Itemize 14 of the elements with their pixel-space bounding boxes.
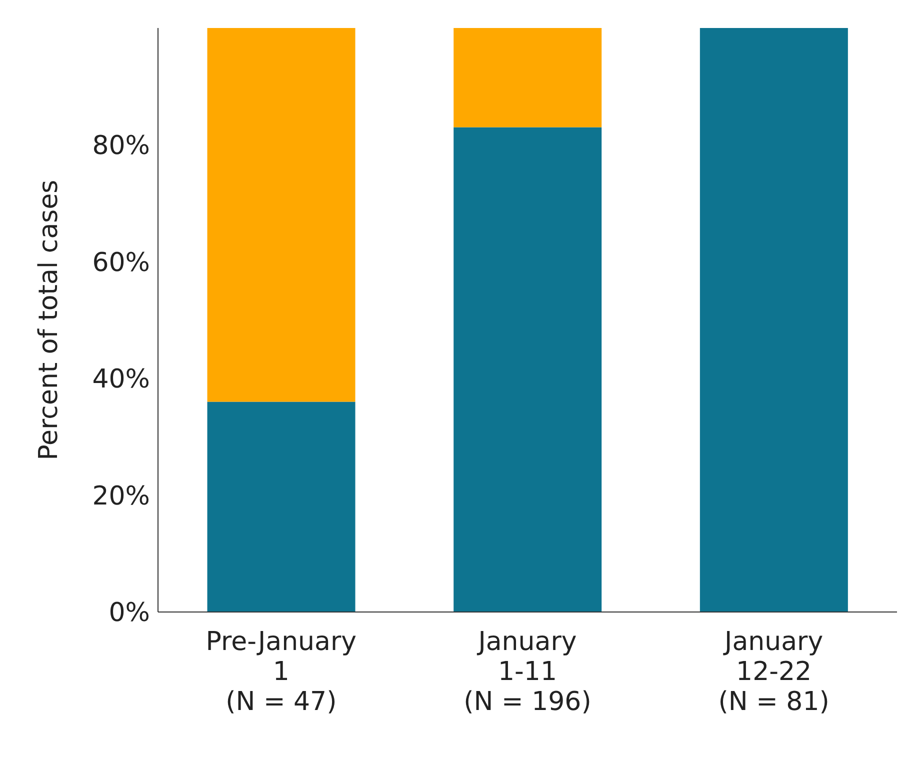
x-tick-label: Pre-January 1 (N = 47) [206, 627, 357, 717]
bar [207, 28, 356, 402]
y-tick-label: 0% [108, 598, 150, 628]
y-tick-label: 80% [92, 131, 150, 162]
bar [207, 402, 356, 612]
y-axis-title: Percent of total cases [34, 180, 64, 460]
y-tick-label: 20% [92, 481, 150, 512]
bar [700, 28, 848, 612]
x-tick-label: January 1-11 (N = 196) [464, 627, 592, 717]
x-tick-label: January 12-22 (N = 81) [718, 627, 830, 717]
bar [454, 127, 602, 612]
bar [454, 28, 602, 128]
y-tick-label: 60% [92, 248, 150, 278]
y-tick-label: 40% [92, 364, 150, 395]
